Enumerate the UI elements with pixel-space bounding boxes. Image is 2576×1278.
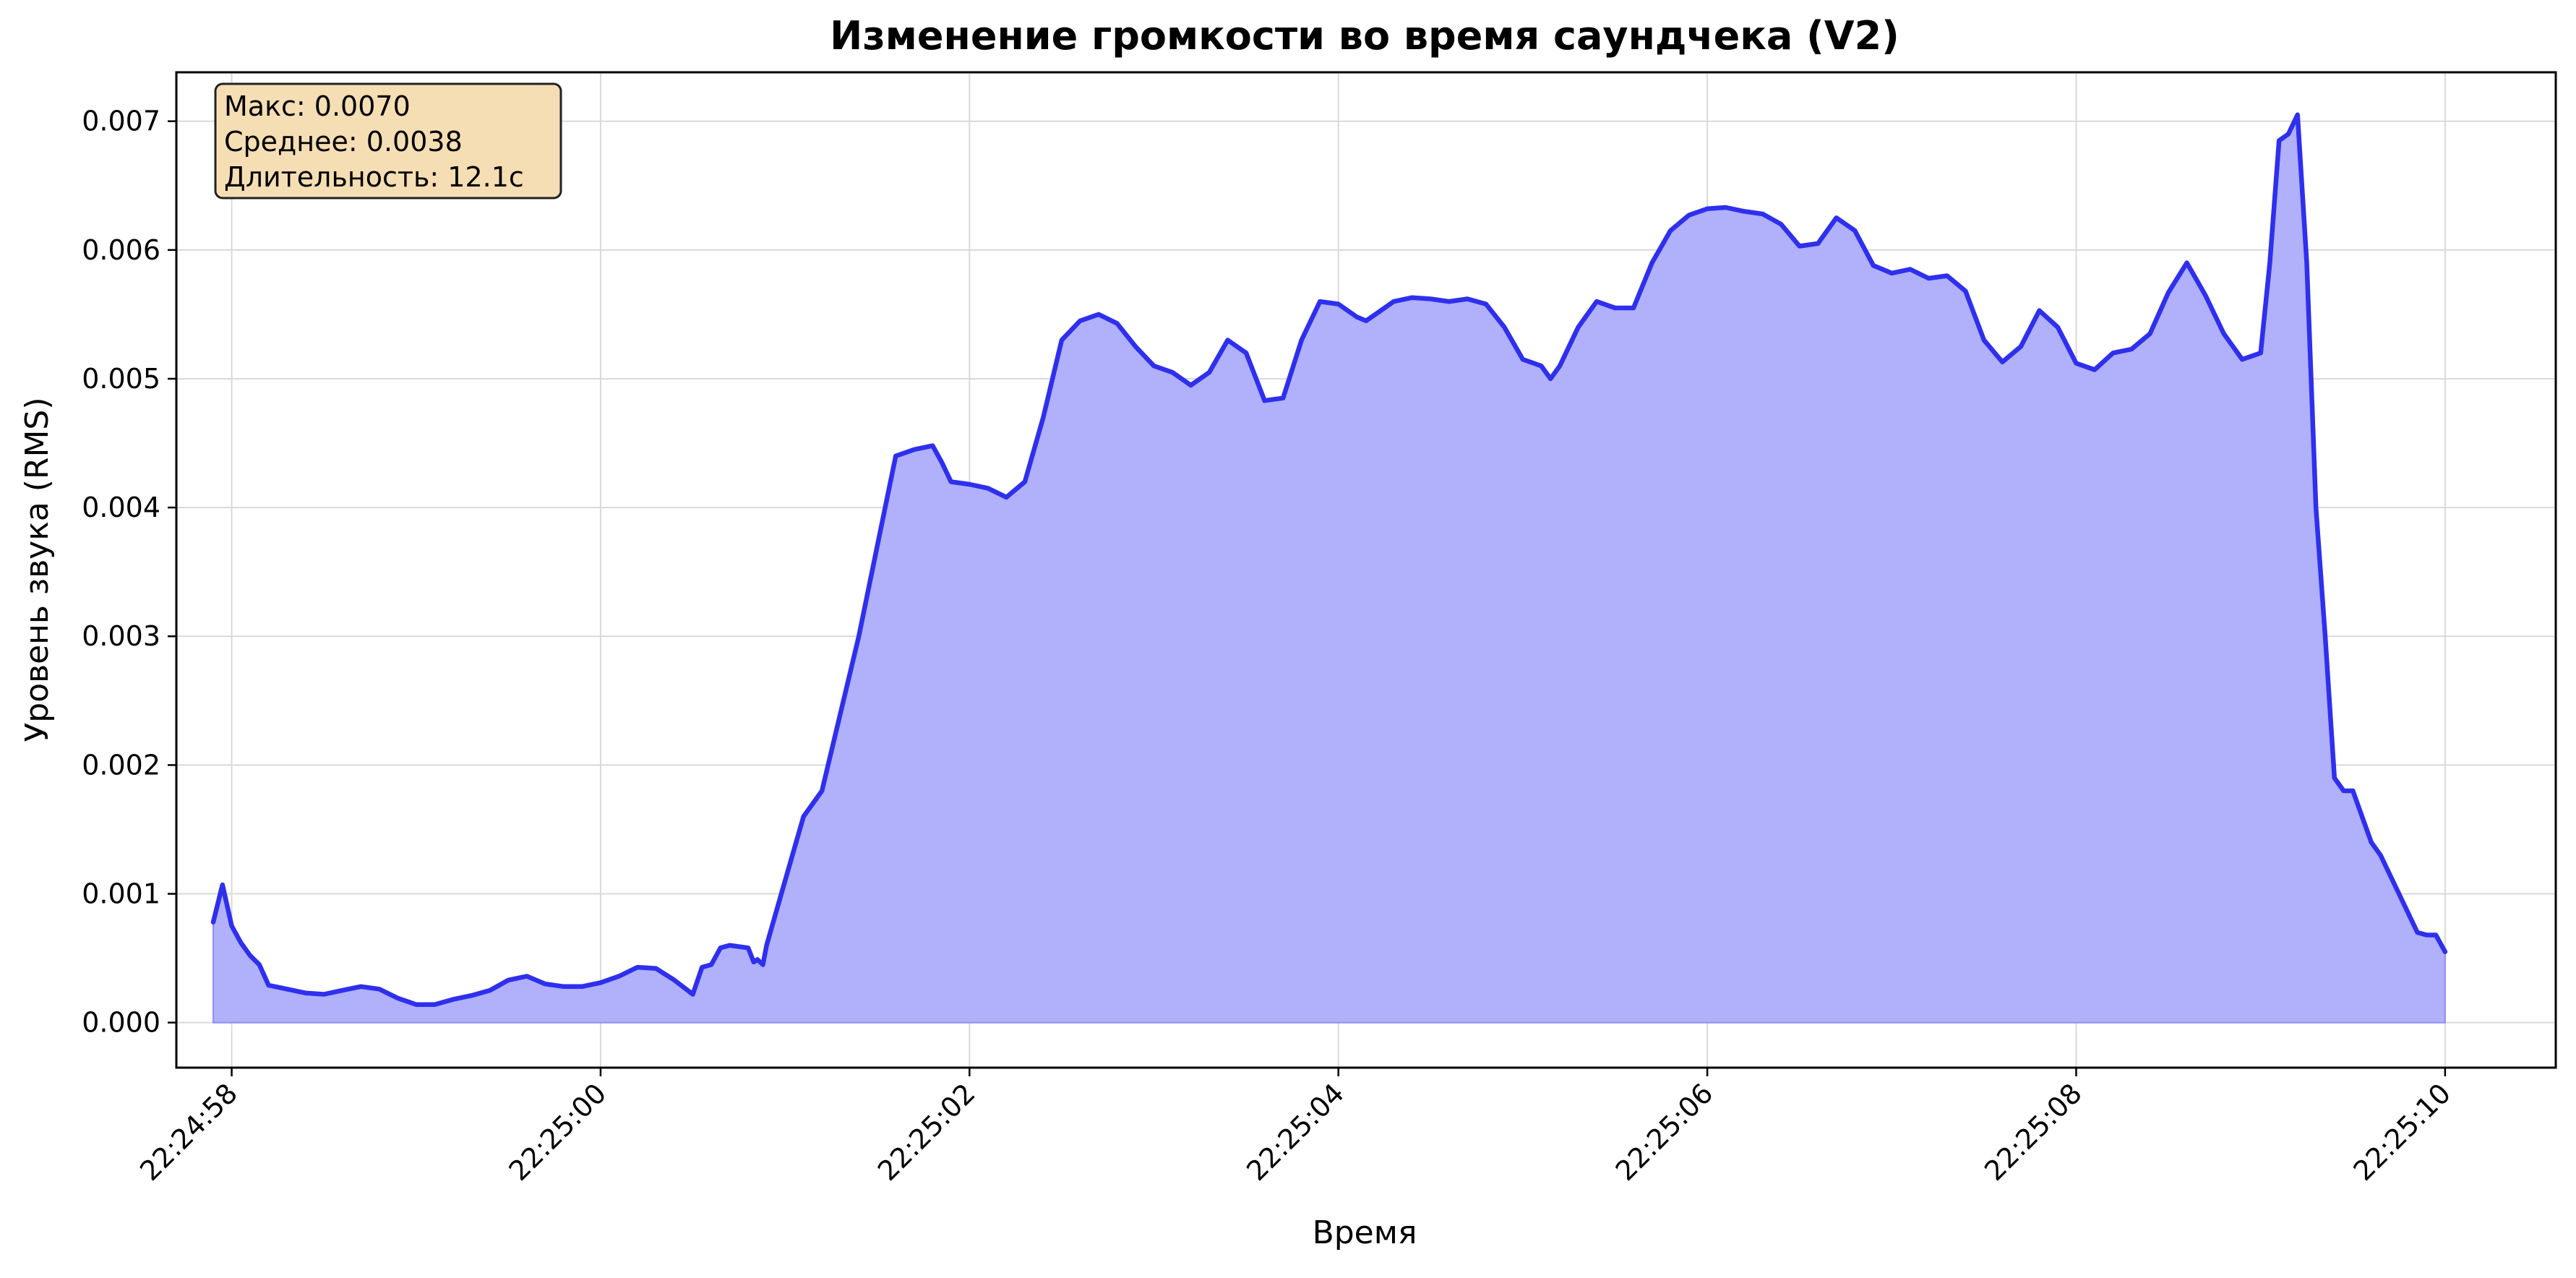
- chart-title: Изменение громкости во время саундчека (…: [830, 13, 1899, 59]
- y-tick-label: 0.001: [82, 878, 160, 910]
- stats-annotation: Макс: 0.0070 Среднее: 0.0038 Длительност…: [214, 82, 562, 200]
- y-tick-label: 0.000: [82, 1007, 160, 1039]
- plot-frame: [175, 71, 2557, 1069]
- y-tick-label: 0.007: [82, 106, 160, 137]
- y-tick-label: 0.005: [82, 363, 160, 395]
- y-tick-label: 0.002: [82, 749, 160, 781]
- y-axis-label: Уровень звука (RMS): [19, 397, 56, 742]
- x-axis-label: Время: [1313, 1214, 1417, 1251]
- annotation-max: Макс: 0.0070: [224, 90, 411, 122]
- y-tick-label: 0.004: [82, 492, 160, 523]
- y-axis: 0.000 0.001 0.002 0.003 0.004 0.005 0.006 0.007: [82, 106, 176, 1039]
- annotation-mean: Среднее: 0.0038: [224, 126, 463, 158]
- series-line: [210, 112, 2448, 1007]
- annotation-box: [214, 82, 562, 200]
- y-tick-label: 0.003: [82, 620, 160, 652]
- annotation-duration: Длительность: 12.1с: [224, 161, 524, 193]
- y-tick-label: 0.006: [82, 234, 160, 266]
